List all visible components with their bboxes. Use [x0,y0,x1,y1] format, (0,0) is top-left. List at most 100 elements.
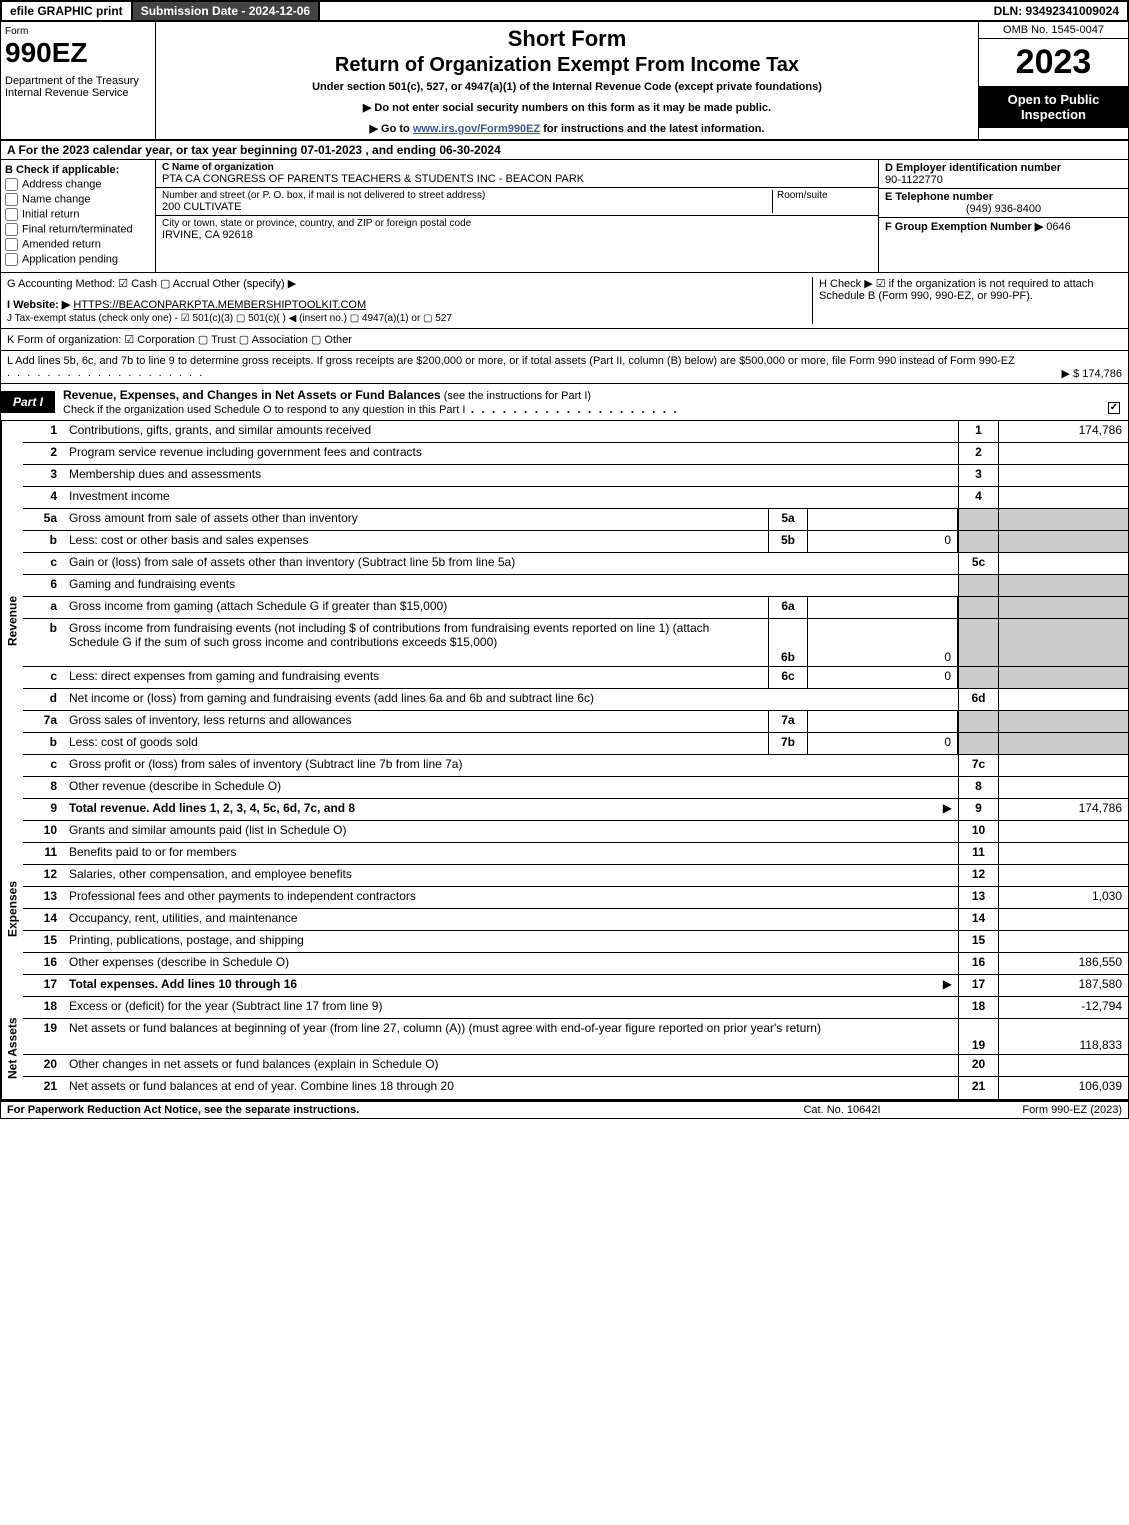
d-label: D Employer identification number [885,162,1122,174]
line-6d: Net income or (loss) from gaming and fun… [63,689,958,710]
revenue-group: Revenue 1Contributions, gifts, grants, a… [0,421,1129,821]
amt-5c [998,553,1128,574]
line-9: Total revenue. Add lines 1, 2, 3, 4, 5c,… [63,799,958,820]
d-ein: 90-1122770 [885,174,1122,186]
l-text: L Add lines 5b, 6c, and 7b to line 9 to … [7,355,1015,367]
val-5b: 0 [808,531,958,552]
line-5a: Gross amount from sale of assets other t… [63,509,768,530]
amt-7c [998,755,1128,776]
line-13: Professional fees and other payments to … [63,887,958,908]
line-16: Other expenses (describe in Schedule O) [63,953,958,974]
c-city: IRVINE, CA 92618 [162,229,872,241]
f-label: F Group Exemption Number ▶ [885,221,1043,233]
b-title: B Check if applicable: [5,164,151,176]
h-schedule-b: H Check ▶ ☑ if the organization is not r… [812,277,1122,324]
line-19: Net assets or fund balances at beginning… [63,1019,958,1054]
form-header: Form 990EZ Department of the Treasury In… [0,22,1129,141]
amt-11 [998,843,1128,864]
part-i-title: Revenue, Expenses, and Changes in Net As… [55,384,1128,420]
header-note2: ▶ Go to www.irs.gov/Form990EZ for instru… [160,122,974,135]
amt-4 [998,487,1128,508]
line-8: Other revenue (describe in Schedule O) [63,777,958,798]
c-street-label: Number and street (or P. O. box, if mail… [162,190,772,201]
cb-amended-return[interactable]: Amended return [5,238,151,251]
amt-16: 186,550 [998,953,1128,974]
amt-9: 174,786 [998,799,1128,820]
c-street: 200 CULTIVATE [162,201,772,213]
header-right: OMB No. 1545-0047 2023 Open to Public In… [978,22,1128,139]
top-bar: efile GRAPHIC print Submission Date - 20… [0,0,1129,22]
amt-17: 187,580 [998,975,1128,996]
line-4: Investment income [63,487,958,508]
cb-application-pending[interactable]: Application pending [5,253,151,266]
form-number: 990EZ [5,37,151,69]
amt-12 [998,865,1128,886]
cb-final-return[interactable]: Final return/terminated [5,223,151,236]
open-inspection: Open to Public Inspection [979,86,1128,128]
website-link[interactable]: HTTPS://BEACONPARKPTA.MEMBERSHIPTOOLKIT.… [73,299,366,311]
amt-20 [998,1055,1128,1076]
line-14: Occupancy, rent, utilities, and maintena… [63,909,958,930]
val-7b: 0 [808,733,958,754]
col-b: B Check if applicable: Address change Na… [1,160,156,272]
line-20: Other changes in net assets or fund bala… [63,1055,958,1076]
amt-13: 1,030 [998,887,1128,908]
line-12: Salaries, other compensation, and employ… [63,865,958,886]
line-1: Contributions, gifts, grants, and simila… [63,421,958,442]
line-18: Excess or (deficit) for the year (Subtra… [63,997,958,1018]
c-name-label: C Name of organization [162,162,872,173]
g-accounting: G Accounting Method: ☑ Cash ▢ Accrual Ot… [7,277,812,290]
e-label: E Telephone number [885,191,1122,203]
schedule-o-checkbox[interactable] [1108,402,1120,414]
amt-2 [998,443,1128,464]
page-footer: For Paperwork Reduction Act Notice, see … [0,1100,1129,1119]
val-6c: 0 [808,667,958,688]
line-7b: Less: cost of goods sold [63,733,768,754]
i-label: I Website: ▶ [7,299,70,311]
line-6b: Gross income from fundraising events (no… [63,619,768,666]
submission-date: Submission Date - 2024-12-06 [133,2,320,20]
line-6: Gaming and fundraising events [63,575,958,596]
header-note1: ▶ Do not enter social security numbers o… [160,101,974,114]
line-5b: Less: cost or other basis and sales expe… [63,531,768,552]
e-phone: (949) 936-8400 [885,203,1122,215]
expenses-group: Expenses 10Grants and similar amounts pa… [0,821,1129,997]
header-left: Form 990EZ Department of the Treasury In… [1,22,156,139]
f-num: 0646 [1046,221,1070,233]
header-sub: Under section 501(c), 527, or 4947(a)(1)… [160,81,974,93]
cb-name-change[interactable]: Name change [5,193,151,206]
tax-year: 2023 [979,39,1128,86]
cb-initial-return[interactable]: Initial return [5,208,151,221]
footer-left: For Paperwork Reduction Act Notice, see … [7,1104,742,1116]
line-2: Program service revenue including govern… [63,443,958,464]
val-6b: 0 [808,619,958,666]
footer-form: Form 990-EZ (2023) [942,1104,1122,1116]
c-name: PTA CA CONGRESS OF PARENTS TEACHERS & ST… [162,173,872,185]
line-10: Grants and similar amounts paid (list in… [63,821,958,842]
c-room-label: Room/suite [777,190,872,201]
amt-8 [998,777,1128,798]
line-7a: Gross sales of inventory, less returns a… [63,711,768,732]
form-label: Form [5,26,151,37]
dln: DLN: 93492341009024 [986,2,1127,20]
expenses-label: Expenses [1,821,23,997]
amt-3 [998,465,1128,486]
line-15: Printing, publications, postage, and shi… [63,931,958,952]
revenue-label: Revenue [1,421,23,821]
title-short-form: Short Form [160,26,974,52]
header-mid: Short Form Return of Organization Exempt… [156,22,978,139]
l-amt: ▶ $ 174,786 [1062,367,1122,380]
irs-link[interactable]: www.irs.gov/Form990EZ [413,123,540,135]
cb-address-change[interactable]: Address change [5,178,151,191]
line-7c: Gross profit or (loss) from sales of inv… [63,755,958,776]
amt-1: 174,786 [998,421,1128,442]
c-city-label: City or town, state or province, country… [162,218,872,229]
line-21: Net assets or fund balances at end of ye… [63,1077,958,1099]
line-11: Benefits paid to or for members [63,843,958,864]
line-5c: Gain or (loss) from sale of assets other… [63,553,958,574]
sect-l: L Add lines 5b, 6c, and 7b to line 9 to … [0,351,1129,384]
sect-k: K Form of organization: ☑ Corporation ▢ … [0,329,1129,351]
dept: Department of the Treasury Internal Reve… [5,75,151,99]
part-i-tag: Part I [1,391,55,413]
line-6a: Gross income from gaming (attach Schedul… [63,597,768,618]
